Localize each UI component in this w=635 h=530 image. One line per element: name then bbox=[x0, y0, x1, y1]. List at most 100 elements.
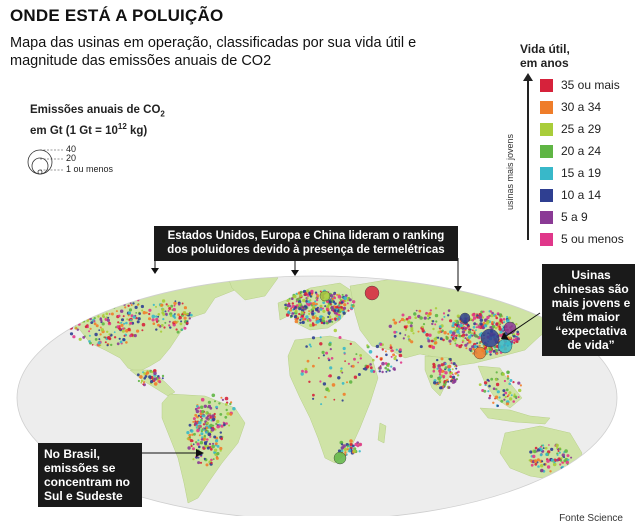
plant-marker bbox=[401, 313, 405, 317]
plant-marker bbox=[492, 387, 496, 390]
plant-marker bbox=[326, 300, 329, 303]
plant-marker bbox=[369, 363, 372, 366]
plant-marker bbox=[72, 304, 75, 308]
plant-marker bbox=[456, 314, 460, 318]
plant-marker bbox=[503, 398, 506, 401]
plant-marker bbox=[404, 328, 408, 331]
plant-marker bbox=[108, 292, 112, 296]
plant-marker bbox=[548, 444, 550, 446]
plant-marker bbox=[498, 325, 501, 329]
plant-marker bbox=[220, 437, 224, 441]
plant-marker bbox=[506, 319, 510, 323]
plant-marker bbox=[342, 311, 346, 315]
plant-marker bbox=[442, 385, 445, 388]
plant-marker bbox=[319, 315, 323, 319]
plant-marker bbox=[505, 388, 509, 392]
plant-marker bbox=[476, 342, 479, 345]
plant-marker bbox=[169, 326, 172, 329]
plant-marker bbox=[56, 304, 59, 307]
plant-marker bbox=[113, 300, 116, 302]
plant-marker bbox=[43, 299, 46, 302]
color-swatch bbox=[540, 210, 553, 224]
plant-marker bbox=[328, 315, 332, 319]
plant-marker bbox=[305, 345, 308, 348]
plant-marker bbox=[340, 301, 344, 304]
plant-marker bbox=[468, 340, 472, 344]
plant-marker bbox=[121, 298, 123, 300]
plant-marker bbox=[448, 339, 452, 343]
plant-marker bbox=[338, 313, 341, 317]
plant-marker bbox=[452, 375, 456, 379]
plant-marker bbox=[210, 428, 215, 432]
plant-marker bbox=[339, 369, 343, 373]
plant-marker bbox=[473, 344, 477, 349]
plant-marker bbox=[152, 322, 156, 325]
plant-marker bbox=[196, 405, 199, 408]
plant-marker bbox=[421, 329, 425, 333]
plant-marker bbox=[305, 299, 308, 303]
plant-marker bbox=[199, 412, 203, 416]
life-title-line1: Vida útil, bbox=[520, 42, 570, 56]
plant-marker bbox=[94, 291, 97, 294]
plant-marker bbox=[189, 439, 193, 443]
plant-marker bbox=[473, 330, 476, 333]
plant-marker bbox=[192, 443, 195, 446]
plant-marker bbox=[512, 334, 516, 338]
plant-marker bbox=[442, 338, 445, 342]
plant-marker bbox=[39, 308, 43, 312]
plant-marker bbox=[516, 330, 519, 334]
plant-marker bbox=[381, 348, 384, 351]
plant-marker bbox=[291, 312, 294, 315]
plant-marker bbox=[143, 377, 146, 380]
plant-marker bbox=[207, 432, 212, 436]
plant-marker bbox=[482, 326, 485, 330]
plant-marker bbox=[60, 308, 64, 312]
plant-marker bbox=[117, 314, 121, 318]
plant-marker bbox=[410, 321, 413, 325]
plant-marker bbox=[359, 354, 362, 357]
plant-marker bbox=[390, 365, 393, 368]
plant-marker bbox=[207, 400, 211, 404]
plant-marker bbox=[107, 336, 111, 340]
plant-marker bbox=[62, 306, 65, 309]
plant-marker bbox=[308, 380, 311, 383]
plant-marker bbox=[447, 314, 450, 317]
life-legend-item: 5 ou menos bbox=[540, 228, 624, 250]
plant-marker bbox=[389, 346, 393, 350]
plant-marker bbox=[311, 336, 316, 340]
emissions-title-end: kg) bbox=[126, 125, 148, 138]
emissions-label-40: 40 bbox=[66, 144, 77, 154]
plant-marker bbox=[214, 442, 218, 446]
plant-marker bbox=[327, 304, 331, 307]
plant-marker bbox=[344, 294, 348, 297]
plant-marker bbox=[464, 337, 467, 340]
plant-marker bbox=[151, 314, 156, 319]
plant-marker bbox=[477, 325, 481, 329]
plant-marker bbox=[340, 305, 343, 309]
plant-marker bbox=[198, 427, 201, 430]
plant-marker bbox=[353, 447, 357, 451]
plant-marker bbox=[325, 321, 329, 325]
plant-marker bbox=[219, 449, 222, 452]
plant-marker bbox=[375, 344, 380, 349]
plant-marker bbox=[426, 337, 430, 340]
plant-marker bbox=[165, 303, 168, 306]
plant-marker bbox=[311, 315, 316, 320]
plant-marker bbox=[158, 380, 162, 384]
plant-marker bbox=[196, 442, 200, 446]
plant-marker bbox=[504, 395, 507, 399]
plant-marker bbox=[148, 375, 152, 379]
plant-marker bbox=[315, 293, 318, 296]
madagascar bbox=[377, 422, 387, 444]
plant-marker bbox=[443, 331, 447, 335]
plant-marker bbox=[532, 454, 536, 459]
plant-marker bbox=[56, 324, 59, 327]
plant-marker bbox=[80, 310, 84, 314]
plant-marker bbox=[529, 450, 533, 454]
plant-marker bbox=[324, 305, 327, 308]
plant-marker bbox=[331, 320, 334, 323]
plant-marker bbox=[66, 324, 70, 327]
plant-marker bbox=[440, 363, 444, 367]
plant-marker bbox=[84, 325, 88, 329]
plant-marker bbox=[195, 426, 198, 429]
